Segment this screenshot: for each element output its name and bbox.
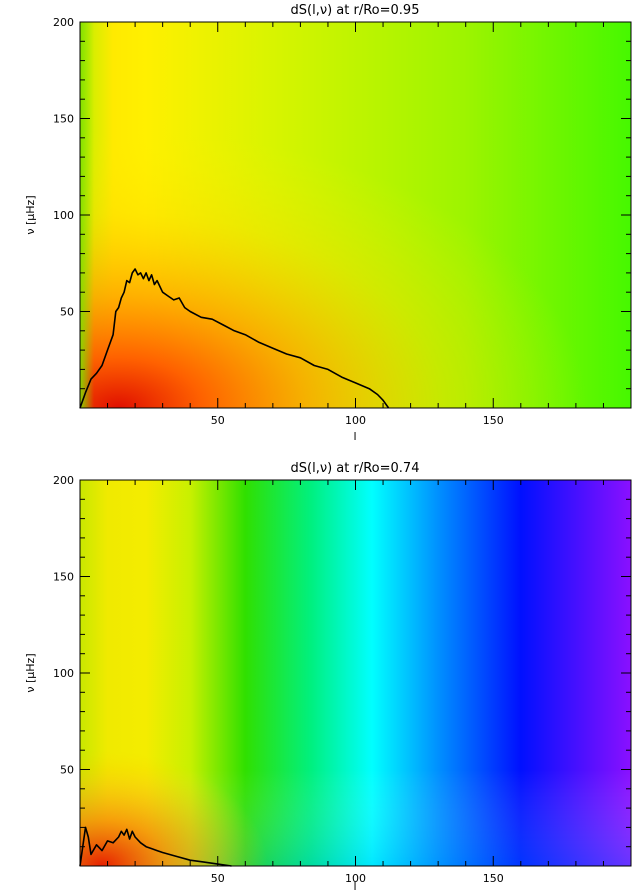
heatmap-panel-upper: dS(l,ν) at r/Ro=0.95 50 100 150 50 100 150 200… — [24, 3, 632, 443]
x-tick-label: 50 — [211, 414, 225, 427]
x-tick-label: 50 — [211, 872, 225, 885]
y-tick-label: 200 — [53, 474, 74, 487]
y-tick-label: 100 — [53, 209, 74, 222]
chart-title: dS(l,ν) at r/Ro=0.95 — [291, 3, 420, 18]
y-tick-label: 50 — [60, 306, 74, 319]
chart-title: dS(l,ν) at r/Ro=0.74 — [291, 461, 420, 476]
y-axis-label: ν [μHz] — [24, 195, 37, 234]
plot-frame — [79, 479, 632, 867]
x-tick-label: 100 — [345, 414, 366, 427]
y-tick-label: 150 — [53, 571, 74, 584]
plot-frame — [79, 21, 632, 409]
y-axis-label: ν [μHz] — [24, 653, 37, 692]
y-tick-label: 100 — [53, 667, 74, 680]
y-tick-label: 200 — [53, 16, 74, 29]
x-axis-label: l — [353, 430, 356, 443]
x-tick-label: 150 — [483, 414, 504, 427]
x-tick-label: 100 — [345, 872, 366, 885]
heatmap-panel-lower: dS(l,ν) at r/Ro=0.74 50 100 150 50 100 150 200… — [24, 461, 632, 893]
contour-line — [79, 268, 390, 409]
x-axis-label: l — [353, 880, 356, 893]
contour-line — [79, 826, 232, 867]
heatmap-hot-region — [80, 22, 631, 408]
y-tick-label: 50 — [60, 764, 74, 777]
x-tick-label: 150 — [483, 872, 504, 885]
heatmap-hot-region — [80, 480, 631, 866]
y-tick-label: 150 — [53, 113, 74, 126]
